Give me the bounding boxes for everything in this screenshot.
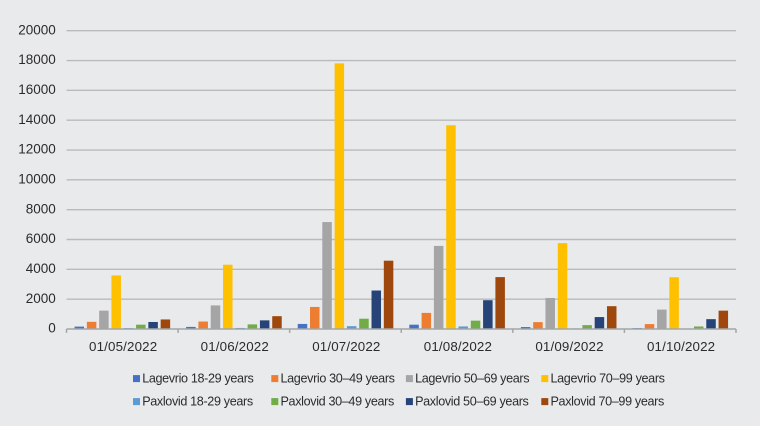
svg-text:Lagevrio 70–99 years: Lagevrio 70–99 years <box>551 372 665 386</box>
svg-text:01/10/2022: 01/10/2022 <box>647 339 715 354</box>
svg-text:01/05/2022: 01/05/2022 <box>89 339 157 354</box>
svg-text:Paxlovid 30–49 years: Paxlovid 30–49 years <box>281 395 394 409</box>
svg-text:20000: 20000 <box>18 22 56 37</box>
svg-text:8000: 8000 <box>26 201 56 216</box>
svg-text:18000: 18000 <box>18 52 56 67</box>
svg-text:01/06/2022: 01/06/2022 <box>201 339 269 354</box>
svg-text:01/09/2022: 01/09/2022 <box>535 339 603 354</box>
svg-text:4000: 4000 <box>26 261 56 276</box>
svg-text:Paxlovid 50–69 years: Paxlovid 50–69 years <box>415 395 528 409</box>
svg-text:Lagevrio 50–69 years: Lagevrio 50–69 years <box>415 372 529 386</box>
svg-text:Lagevrio 18-29 years: Lagevrio 18-29 years <box>142 372 253 386</box>
svg-text:12000: 12000 <box>18 142 56 157</box>
svg-text:Paxlovid 70–99 years: Paxlovid 70–99 years <box>551 395 664 409</box>
svg-text:Paxlovid 18-29 years: Paxlovid 18-29 years <box>142 395 253 409</box>
svg-text:01/07/2022: 01/07/2022 <box>312 339 380 354</box>
svg-text:14000: 14000 <box>18 112 56 127</box>
svg-text:10000: 10000 <box>18 171 56 186</box>
svg-text:Lagevrio 30–49 years: Lagevrio 30–49 years <box>281 372 395 386</box>
svg-text:0: 0 <box>48 321 56 336</box>
svg-text:6000: 6000 <box>26 231 56 246</box>
svg-text:16000: 16000 <box>18 82 56 97</box>
svg-text:2000: 2000 <box>26 291 56 306</box>
svg-text:01/08/2022: 01/08/2022 <box>424 339 492 354</box>
